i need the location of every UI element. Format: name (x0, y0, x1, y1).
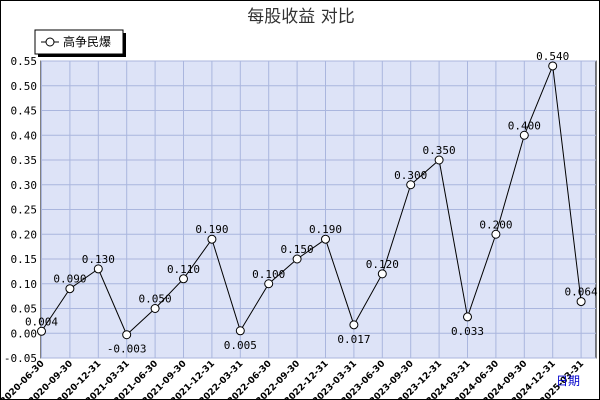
y-tick-label: 0.15 (11, 253, 38, 266)
y-tick-label: 0.00 (11, 327, 38, 340)
data-label: 0.005 (224, 339, 257, 352)
data-label: 0.400 (508, 119, 541, 132)
data-label: 0.064 (565, 286, 598, 299)
data-label: 0.540 (536, 50, 569, 63)
series-layer (41, 63, 582, 336)
data-labels: 0.004 0.090 0.130 -0.003 0.050 0.110 0.190 0.00… (25, 50, 598, 356)
data-point (122, 330, 132, 340)
y-tick-label: 0.55 (11, 55, 38, 68)
data-label: 0.017 (337, 333, 370, 346)
data-point (93, 264, 103, 274)
data-point (406, 180, 416, 190)
legend-entry-gaozheng: 高争民爆 (63, 34, 111, 49)
data-point (235, 326, 245, 336)
data-point (264, 279, 274, 289)
data-point (321, 234, 330, 244)
data-point (377, 269, 387, 279)
data-label: 0.190 (309, 223, 342, 236)
data-point (207, 234, 217, 244)
data-label: 0.090 (53, 273, 86, 286)
data-point (491, 229, 501, 239)
y-tick-label: 0.50 (11, 80, 38, 93)
data-label: 0.100 (252, 268, 285, 281)
data-points (37, 61, 586, 340)
data-point (576, 297, 586, 307)
y-axis-ticks: -0.05 0.00 0.05 0.10 0.15 0.20 0.25 0.30 0.35 0.4… (4, 55, 37, 365)
y-tick-label: 0.40 (11, 129, 38, 142)
data-label: 0.130 (82, 253, 115, 266)
data-point (519, 130, 529, 140)
data-label: 0.190 (195, 223, 228, 236)
data-label: 0.300 (394, 169, 427, 182)
x-axis-ticks: 2020-06-302020-09-302020-12-312021-03-31… (1, 359, 586, 399)
data-point (65, 284, 75, 294)
data-point (434, 155, 444, 165)
data-label: 0.033 (451, 325, 484, 338)
data-label: 0.120 (366, 258, 399, 271)
data-label: 0.050 (139, 293, 172, 306)
data-point (463, 312, 472, 322)
x-axis-label: 日期 (556, 374, 580, 388)
data-label: 0.004 (25, 315, 58, 328)
y-tick-label: 0.20 (11, 228, 38, 241)
data-point (292, 254, 302, 264)
y-tick-label: 0.30 (11, 179, 38, 192)
legend-marker (45, 37, 55, 47)
chart-title: 每股收益 对比 (247, 7, 354, 27)
data-label: -0.003 (107, 343, 147, 356)
legend: 高争民爆 (34, 29, 126, 57)
y-tick-label: 0.05 (11, 303, 38, 316)
data-point (150, 304, 160, 313)
data-point (548, 61, 558, 71)
y-tick-label: 0.45 (11, 105, 38, 118)
y-tick-label: 0.35 (11, 154, 38, 167)
data-label: 0.150 (281, 243, 314, 256)
data-point (349, 320, 359, 330)
y-tick-label: 0.10 (11, 278, 38, 291)
y-tick-label: 0.25 (11, 204, 38, 217)
series-line-gaozheng (41, 63, 582, 336)
data-label: 0.110 (167, 263, 200, 276)
data-label: 0.200 (479, 218, 512, 231)
data-point (37, 326, 46, 336)
data-point (179, 274, 188, 284)
data-label: 0.350 (423, 144, 456, 157)
y-tick-label: -0.05 (4, 352, 37, 365)
